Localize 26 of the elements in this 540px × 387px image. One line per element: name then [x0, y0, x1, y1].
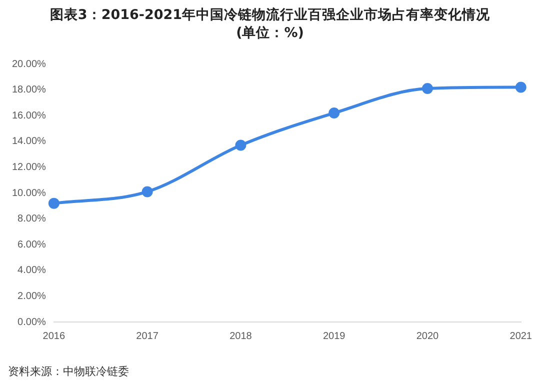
x-tick-label: 2016	[42, 330, 66, 342]
y-tick-label: 10.00%	[12, 188, 46, 199]
y-tick-label: 16.00%	[12, 110, 46, 122]
point	[142, 186, 153, 198]
point	[328, 108, 340, 119]
y-tick-label: 18.00%	[12, 84, 46, 96]
point	[48, 198, 60, 209]
chart-title: 图表3：2016-2021年中国冷链物流行业百强企业市场占有率变化情况	[48, 6, 492, 24]
point	[422, 83, 433, 94]
x-tick-label: 2020	[416, 330, 440, 342]
x-tick-label: 2019	[322, 330, 346, 342]
text: 资料来源：中物联冷链委	[8, 364, 129, 379]
y-tick-label: 14.00%	[12, 136, 46, 148]
point	[515, 82, 526, 93]
x-tick-label: 2017	[136, 330, 159, 342]
y-tick-label: 8.00%	[18, 214, 46, 225]
y-tick-label: 12.00%	[12, 162, 46, 173]
y-tick-label: 0.00%	[18, 316, 46, 328]
chart-subtitle: (单位：%)	[235, 24, 305, 42]
x-tick-label: 2021	[510, 330, 532, 342]
y-tick-label: 4.00%	[18, 265, 46, 276]
point	[235, 140, 246, 151]
y-tick-label: 20.00%	[12, 58, 46, 70]
y-tick-label: 6.00%	[18, 239, 46, 250]
x-tick-label: 2018	[230, 330, 252, 342]
y-tick-label: 2.00%	[18, 290, 46, 302]
